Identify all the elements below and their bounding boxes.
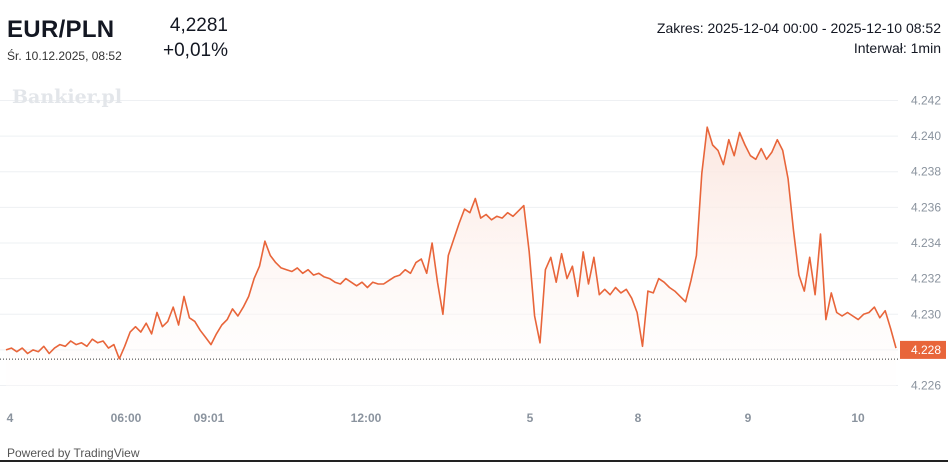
header-change: +0,01% [163,40,228,61]
area-fill [6,127,896,398]
y-tick-label: 4.242 [911,93,941,107]
x-axis: 4 06:00 09:01 12:00 5 8 9 10 [7,411,865,425]
y-tick-label: 4.238 [911,165,941,179]
x-tick-label: 12:00 [351,411,382,425]
x-tick-label: 4 [7,411,14,425]
price-line [5,126,897,360]
x-tick-label: 8 [635,411,642,425]
area-path [6,127,896,398]
header-price: 4,2281 [169,15,228,36]
header-symbol: EUR/PLN [7,16,115,43]
x-tick-label: 10 [851,411,865,425]
footer-attribution[interactable]: Powered by TradingView [7,446,140,460]
bottom-border [0,460,948,462]
y-tick-label: 4.240 [911,129,941,143]
x-tick-label: 09:01 [194,411,225,425]
y-tick-label: 4.232 [911,272,941,286]
last-price-label: 4.228 [900,340,946,359]
header-range: Zakres: 2025-12-04 00:00 - 2025-12-10 08… [656,20,941,36]
header-interval: Interwał: 1min [853,40,941,56]
y-tick-label: 4.226 [911,379,941,393]
y-tick-label: 4.236 [911,200,941,214]
header-date: Śr. 10.12.2025, 08:52 [7,49,122,63]
series-line [5,126,897,360]
x-tick-label: 5 [527,411,534,425]
x-tick-label: 06:00 [111,411,142,425]
last-price-box [900,340,946,359]
watermark-logo: Bankier.pl [12,86,123,108]
y-tick-label: 4.234 [911,236,941,250]
x-tick-label: 9 [745,411,752,425]
y-tick-label: 4.230 [911,307,941,321]
last-price-text: 4.228 [911,343,941,357]
